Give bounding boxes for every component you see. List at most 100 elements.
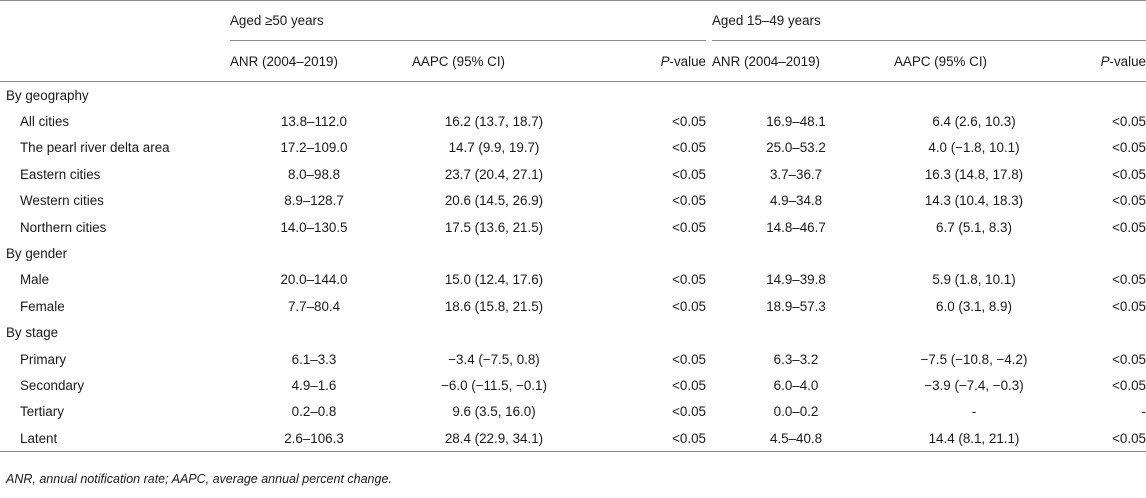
cell-aapc2: 4.0 (−1.8, 10.1) (928, 140, 1020, 156)
table-row: Male 20.0–144.0 15.0 (12.4, 17.6) <0.05 14.9… (0, 267, 1146, 293)
column-header-aapc-1: AAPC (95% CI) (404, 41, 584, 82)
table-body: By geography All cities 13.8–112.0 16.2 (13… (0, 82, 1146, 453)
cell-anr1: 4.9–1.6 (291, 377, 337, 393)
cell-label: Female (20, 298, 65, 314)
section-row: By stage (0, 320, 1146, 346)
cell-label: Latent (0, 425, 224, 453)
cell-anr2: 25.0–53.2 (766, 140, 826, 156)
cell-anr2: 14.9–39.8 (766, 272, 826, 288)
cell-label: Secondary (20, 377, 85, 393)
cell-aapc2: 14.4 (8.1, 21.1) (886, 425, 1062, 453)
cell-p1: <0.05 (672, 298, 706, 314)
cell-label: Primary (20, 351, 67, 367)
cell-anr2: 0.0–0.2 (773, 404, 819, 420)
cell-aapc1: 17.5 (13.6, 21.5) (444, 219, 544, 235)
section-label: By gender (6, 246, 68, 262)
cell-p1: <0.05 (672, 272, 706, 288)
data-table: Aged ≥50 years Aged 15–49 years ANR (200… (0, 0, 1146, 453)
column-header-row: ANR (2004–2019) AAPC (95% CI) P-value AN… (0, 41, 1146, 82)
cell-anr1: 8.0–98.8 (287, 166, 341, 182)
cell-p2: <0.05 (1062, 425, 1146, 453)
cell-aapc1: 23.7 (20.4, 27.1) (444, 166, 544, 182)
cell-aapc1: 9.6 (3.5, 16.0) (452, 404, 536, 420)
cell-label: Northern cities (20, 219, 107, 235)
cell-p1: <0.05 (672, 140, 706, 156)
cell-anr1: 20.0–144.0 (280, 272, 348, 288)
table-footnote: ANR, annual notification rate; AAPC, ave… (6, 472, 392, 486)
section-label: By stage (6, 325, 59, 341)
column-header-anr-2: ANR (2004–2019) (706, 41, 886, 82)
cell-anr2: 18.9–57.3 (766, 298, 826, 314)
group-header-aged-50-plus: Aged ≥50 years (224, 0, 706, 41)
cell-p2: <0.05 (1112, 272, 1146, 288)
cell-anr1: 8.9–128.7 (284, 193, 344, 209)
cell-aapc2: - (971, 404, 977, 420)
cell-aapc1: 15.0 (12.4, 17.6) (444, 272, 544, 288)
cell-aapc1: −6.0 (−11.5, −0.1) (441, 377, 547, 393)
table-row: Female 7.7–80.4 18.6 (15.8, 21.5) <0.05 18.9… (0, 293, 1146, 319)
header-blank-cell (0, 0, 224, 41)
section-row: By geography (0, 82, 1146, 109)
cell-anr1: 7.7–80.4 (287, 298, 341, 314)
cell-anr2: 3.7–36.7 (769, 166, 823, 182)
cell-anr2: 14.8–46.7 (766, 219, 826, 235)
cell-label: Tertiary (20, 404, 64, 420)
cell-aapc1: 28.4 (22.9, 34.1) (404, 425, 584, 453)
cell-p1: <0.05 (672, 404, 706, 420)
table-row: Northern cities 14.0–130.5 17.5 (13.6, 21.… (0, 214, 1146, 240)
cell-p2: <0.05 (1112, 193, 1146, 209)
cell-p1: <0.05 (672, 114, 706, 130)
cell-label: Eastern cities (20, 166, 101, 182)
table-row: Eastern cities 8.0–98.8 23.7 (20.4, 27.1) <… (0, 161, 1146, 187)
cell-anr1: 17.2–109.0 (280, 140, 348, 156)
cell-p1: <0.05 (672, 377, 706, 393)
column-header-p-value-2: P-value (1062, 41, 1146, 82)
table-row: Latent 2.6–106.3 28.4 (22.9, 34.1) <0.05 4.5… (0, 425, 1146, 453)
cell-p2: <0.05 (1112, 140, 1146, 156)
cell-anr2: 4.5–40.8 (706, 425, 886, 453)
cell-aapc2: −7.5 (−10.8, −4.2) (920, 351, 1028, 367)
cell-anr1: 0.2–0.8 (291, 404, 337, 420)
group-header-aged-15-49: Aged 15–49 years (706, 0, 1146, 41)
cell-p2: <0.05 (1112, 219, 1146, 235)
table-row: Tertiary 0.2–0.8 9.6 (3.5, 16.0) <0.05 0.0–0… (0, 399, 1146, 425)
cell-anr2: 6.0–4.0 (773, 377, 819, 393)
cell-p2: - (1141, 404, 1146, 420)
cell-label: Western cities (20, 193, 104, 209)
cell-p1: <0.05 (672, 166, 706, 182)
cell-p2: <0.05 (1112, 351, 1146, 367)
cell-label: Male (20, 272, 50, 288)
cell-aapc2: 6.0 (3.1, 8.9) (936, 298, 1012, 314)
cell-aapc1: 14.7 (9.9, 19.7) (448, 140, 540, 156)
section-label: By geography (6, 87, 89, 103)
cell-p1: <0.05 (672, 193, 706, 209)
table-row: Primary 6.1–3.3 −3.4 (−7.5, 0.8) <0.05 6.3–3… (0, 346, 1146, 372)
cell-anr1: 14.0–130.5 (280, 219, 348, 235)
cell-p1: <0.05 (672, 351, 706, 367)
cell-aapc2: −3.9 (−7.4, −0.3) (924, 377, 1024, 393)
table-row: The pearl river delta area 17.2–109.0 14.7… (0, 135, 1146, 161)
column-header-aapc-2: AAPC (95% CI) (886, 41, 1062, 82)
cell-aapc1: 16.2 (13.7, 18.7) (444, 114, 544, 130)
cell-p2: <0.05 (1112, 166, 1146, 182)
cell-aapc1: −3.4 (−7.5, 0.8) (448, 351, 540, 367)
cell-anr1: 2.6–106.3 (224, 425, 404, 453)
cell-label: The pearl river delta area (20, 140, 170, 156)
table-row: Secondary 4.9–1.6 −6.0 (−11.5, −0.1) <0.05 6… (0, 372, 1146, 398)
table-row: All cities 13.8–112.0 16.2 (13.7, 18.7) <0.… (0, 108, 1146, 134)
cell-aapc1: 20.6 (14.5, 26.9) (444, 193, 544, 209)
cell-p1: <0.05 (584, 425, 706, 453)
group-header-row: Aged ≥50 years Aged 15–49 years (0, 0, 1146, 41)
cell-anr1: 13.8–112.0 (280, 114, 348, 130)
cell-aapc2: 16.3 (14.8, 17.8) (924, 166, 1024, 182)
section-row: By gender (0, 240, 1146, 266)
column-header-p-value-1: P-value (584, 41, 706, 82)
cell-label: All cities (20, 114, 70, 130)
cell-anr2: 6.3–3.2 (773, 351, 819, 367)
header-label-blank (0, 41, 224, 82)
column-header-anr-1: ANR (2004–2019) (224, 41, 404, 82)
cell-aapc1: 18.6 (15.8, 21.5) (444, 298, 544, 314)
cell-aapc2: 5.9 (1.8, 10.1) (932, 272, 1016, 288)
cell-anr2: 4.9–34.8 (769, 193, 823, 209)
cell-aapc2: 6.7 (5.1, 8.3) (936, 219, 1012, 235)
